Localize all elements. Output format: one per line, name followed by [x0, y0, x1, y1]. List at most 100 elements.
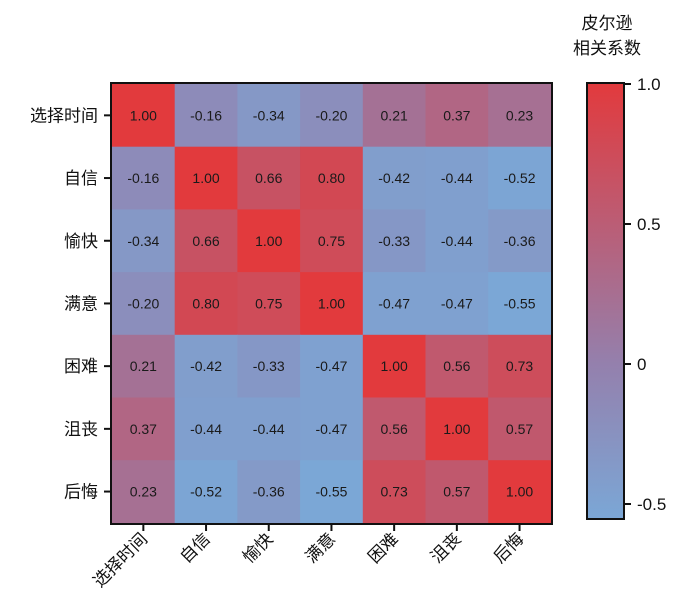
heatmap-cell — [425, 84, 489, 148]
heatmap-cell — [425, 209, 489, 273]
heatmap-value-label: -0.42 — [190, 358, 222, 374]
heatmap-value-label: 0.23 — [130, 484, 157, 500]
heatmap-value-label: 0.56 — [443, 358, 470, 374]
heatmap-cell — [488, 146, 552, 210]
heatmap-cell — [425, 272, 489, 336]
heatmap-value-label: 0.21 — [381, 107, 408, 123]
heatmap-cell — [174, 460, 238, 524]
heatmap-cell — [362, 272, 427, 336]
heatmap-value-label: -0.47 — [315, 358, 347, 374]
y-tick-label: 愉快 — [64, 232, 98, 252]
heatmap-value-label: 0.57 — [506, 421, 533, 437]
heatmap-value-label: -0.33 — [378, 233, 410, 249]
heatmap-value-label: -0.33 — [253, 358, 285, 374]
heatmap-cell — [425, 460, 489, 524]
heatmap-cell — [300, 272, 364, 336]
heatmap-value-label: 0.66 — [255, 170, 282, 186]
x-tick-label: 后悔 — [490, 529, 528, 567]
heatmap-cell — [488, 460, 552, 524]
heatmap-value-label: 0.73 — [506, 358, 533, 374]
heatmap-value-label: 1.00 — [130, 107, 157, 123]
heatmap-value-label: 1.00 — [255, 233, 282, 249]
heatmap-value-labels: 1.00 -0.16 -0.34 -0.20 0.21 0.37 0.23 -0.16 1.00… — [127, 107, 535, 499]
heatmap-value-label: 1.00 — [506, 484, 533, 500]
heatmap-cell — [488, 209, 552, 273]
colorbar-title-line-1: 皮尔逊 — [582, 14, 633, 34]
heatmap-value-label: -0.44 — [190, 421, 222, 437]
colorbar — [586, 82, 625, 520]
heatmap-cell — [362, 146, 427, 210]
heatmap-value-label: -0.44 — [441, 170, 473, 186]
heatmap-value-label: 1.00 — [443, 421, 470, 437]
y-tick-label: 后悔 — [64, 483, 98, 503]
heatmap-value-label: 1.00 — [318, 295, 345, 311]
heatmap-cell — [300, 209, 364, 273]
y-tick-label: 满意 — [64, 294, 98, 314]
heatmap-cell — [300, 84, 364, 148]
heatmap-cell — [488, 397, 552, 461]
heatmap-cell — [237, 146, 301, 210]
colorbar-tick-label: 0 — [637, 355, 646, 374]
heatmap-cell — [112, 460, 176, 524]
heatmap-value-label: 0.75 — [255, 295, 282, 311]
heatmap-value-label: 0.21 — [130, 358, 157, 374]
heatmap-cell — [362, 460, 427, 524]
colorbar-tick-label: 0.5 — [637, 215, 661, 234]
heatmap-value-label: -0.55 — [504, 295, 536, 311]
x-tick-label: 困难 — [365, 529, 403, 567]
heatmap-cell — [237, 334, 301, 399]
heatmap-value-label: 0.66 — [192, 233, 219, 249]
colorbar-tick-label: -0.5 — [637, 495, 666, 514]
heatmap-cell — [174, 334, 238, 399]
heatmap-value-label: 0.37 — [443, 107, 470, 123]
heatmap-cell — [237, 84, 301, 148]
heatmap-cell — [488, 84, 552, 148]
heatmap-value-label: 1.00 — [192, 170, 219, 186]
heatmap-cell — [300, 146, 364, 210]
heatmap-cell — [425, 334, 489, 399]
heatmap-cell — [300, 460, 364, 524]
heatmap-value-label: -0.36 — [253, 484, 285, 500]
heatmap-value-label: -0.47 — [315, 421, 347, 437]
y-tick-label: 困难 — [64, 357, 98, 377]
heatmap-cell — [112, 397, 176, 461]
heatmap-cell — [237, 209, 301, 273]
heatmap-cell — [112, 272, 176, 336]
x-tick-label: 愉快 — [239, 529, 277, 567]
heatmap-value-label: -0.16 — [127, 170, 159, 186]
y-tick-label: 沮丧 — [64, 420, 98, 440]
heatmap-cell — [425, 146, 489, 210]
heatmap-cell — [300, 397, 364, 461]
heatmap-cell — [174, 146, 238, 210]
heatmap-cell — [174, 397, 238, 461]
heatmap-cell — [174, 84, 238, 148]
heatmap-value-label: -0.42 — [378, 170, 410, 186]
heatmap-cell — [174, 272, 238, 336]
heatmap-value-label: -0.52 — [190, 484, 222, 500]
colorbar-ticks: 1.0 0.5 0 -0.5 — [624, 75, 666, 514]
heatmap-cell — [362, 209, 427, 273]
heatmap-value-label: 0.37 — [130, 421, 157, 437]
heatmap-cell — [425, 397, 489, 461]
heatmap-value-label: 0.75 — [318, 233, 345, 249]
colorbar-title-line-2: 相关系数 — [573, 39, 641, 59]
heatmap-value-label: -0.36 — [504, 233, 536, 249]
heatmap-cell — [300, 334, 364, 399]
heatmap-value-label: -0.34 — [127, 233, 159, 249]
heatmap-value-label: 0.73 — [381, 484, 408, 500]
x-axis: 选择时间 自信 愉快 满意 困难 沮丧 后悔 — [90, 524, 528, 592]
heatmap-cell — [112, 146, 176, 210]
x-tick-label: 自信 — [176, 529, 214, 567]
heatmap-value-label: -0.44 — [253, 421, 285, 437]
heatmap-cell — [362, 334, 427, 399]
heatmap-cell — [237, 272, 301, 336]
heatmap-value-label: -0.52 — [504, 170, 536, 186]
heatmap-value-label: -0.47 — [378, 295, 410, 311]
heatmap-value-label: -0.20 — [127, 295, 159, 311]
x-tick-label: 选择时间 — [90, 529, 152, 591]
heatmap-value-label: -0.47 — [441, 295, 473, 311]
heatmap-cell — [237, 460, 301, 524]
heatmap-value-label: 1.00 — [381, 358, 408, 374]
